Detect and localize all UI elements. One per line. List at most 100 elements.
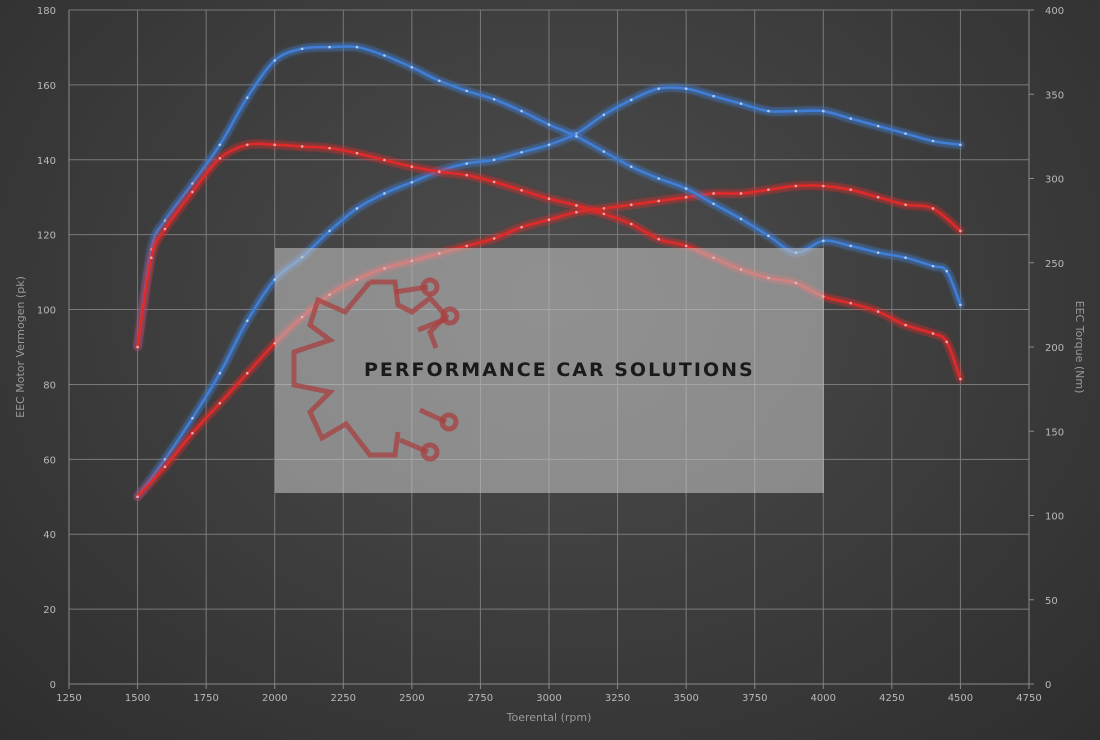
x-tick-label: 2500: [399, 693, 424, 704]
series-point: [191, 431, 194, 435]
y-left-tick-label: 120: [37, 231, 56, 242]
series-point: [931, 207, 935, 210]
series-point: [492, 237, 496, 240]
series-point: [712, 94, 715, 98]
x-tick-label: 1750: [193, 693, 218, 704]
series-point: [876, 124, 880, 128]
series-point: [931, 264, 935, 268]
gear-circuit-icon: [291, 277, 460, 462]
series-3: [133, 139, 965, 384]
series-point: [684, 187, 688, 190]
series-point: [876, 251, 880, 254]
series-point: [437, 170, 441, 174]
y-right-axis-ticks: 0 50 100 150 200 250 300 350 400: [1029, 6, 1064, 691]
x-axis-title: Toerental (rpm): [506, 711, 592, 724]
y-right-tick-label: 350: [1045, 90, 1064, 101]
series-point: [136, 345, 139, 349]
series-point: [520, 225, 523, 229]
series-point: [465, 162, 469, 165]
series-point: [712, 192, 715, 195]
series-point: [959, 229, 962, 233]
series-point: [492, 98, 496, 101]
series-point: [945, 340, 949, 344]
y-right-tick-label: 400: [1045, 6, 1064, 17]
series-point: [657, 199, 661, 203]
series-point: [575, 210, 578, 214]
series-point: [245, 96, 249, 99]
series-point: [794, 184, 798, 188]
series-point: [410, 65, 414, 69]
series-point: [712, 202, 715, 206]
series-point: [383, 192, 386, 195]
y-right-tick-label: 300: [1045, 175, 1064, 186]
series-point: [465, 173, 469, 177]
series-point: [767, 188, 770, 192]
series-point: [821, 184, 825, 188]
series-point: [328, 45, 331, 49]
series-point: [684, 195, 688, 199]
series-point: [547, 123, 551, 126]
series-point: [520, 188, 523, 192]
series-point: [218, 401, 222, 405]
series-point: [959, 377, 962, 381]
series-point: [355, 207, 359, 210]
x-tick-label: 3250: [605, 693, 630, 704]
series-point: [163, 458, 167, 461]
series-point: [163, 465, 167, 469]
y-right-tick-label: 100: [1045, 512, 1064, 523]
series-point: [136, 495, 139, 499]
series-point: [520, 150, 523, 154]
series-0: [133, 82, 965, 502]
y-left-tick-label: 20: [43, 605, 56, 616]
x-tick-label: 3000: [536, 693, 561, 704]
series-point: [273, 59, 277, 62]
series-point: [328, 146, 331, 150]
series-point: [218, 143, 222, 147]
watermark: PERFORMANCE CAR SOLUTIONS: [275, 248, 824, 493]
series-point: [739, 192, 743, 195]
y-right-axis-title: EEC Torque (Nm): [1073, 301, 1086, 394]
y-right-tick-label: 0: [1045, 680, 1051, 691]
y-left-tick-label: 160: [37, 81, 56, 92]
y-left-tick-label: 0: [50, 680, 56, 691]
series-point: [575, 204, 578, 207]
series-point: [629, 98, 633, 102]
series-point: [191, 182, 194, 185]
y-left-tick-label: 60: [43, 455, 56, 466]
series-point: [959, 143, 962, 147]
series-point: [602, 207, 606, 210]
series-point: [191, 190, 194, 194]
series-point: [904, 203, 907, 207]
x-tick-label: 2250: [331, 693, 356, 704]
series-point: [821, 109, 825, 113]
series-point: [904, 132, 907, 135]
x-tick-label: 1250: [56, 693, 81, 704]
series-point: [849, 301, 853, 305]
series-point: [355, 45, 359, 49]
series-point: [218, 371, 222, 375]
series-point: [520, 109, 523, 113]
series-point: [959, 303, 962, 307]
y-left-axis-title: EEC Motor Vermogen (pk): [14, 276, 27, 418]
series-point: [383, 158, 386, 162]
series-point: [355, 151, 359, 155]
x-tick-label: 2750: [468, 693, 493, 704]
series-point: [383, 54, 386, 57]
grid-lines: [68, 9, 1030, 685]
series-point: [904, 256, 907, 259]
series-point: [904, 323, 907, 327]
series-lines: [133, 41, 965, 502]
series-point: [629, 203, 633, 207]
y-right-tick-label: 250: [1045, 259, 1064, 270]
y-left-axis-ticks: 0 20 40 60 80 100 120 140 160 180: [37, 6, 56, 691]
series-2: [133, 41, 965, 352]
series-point: [657, 87, 661, 90]
series-point: [547, 197, 551, 201]
series-point: [794, 109, 798, 113]
series-point: [218, 156, 222, 160]
series-point: [245, 319, 249, 323]
x-tick-label: 4000: [811, 693, 836, 704]
series-point: [149, 247, 153, 251]
series-point: [602, 113, 606, 117]
y-left-tick-label: 100: [37, 306, 56, 317]
